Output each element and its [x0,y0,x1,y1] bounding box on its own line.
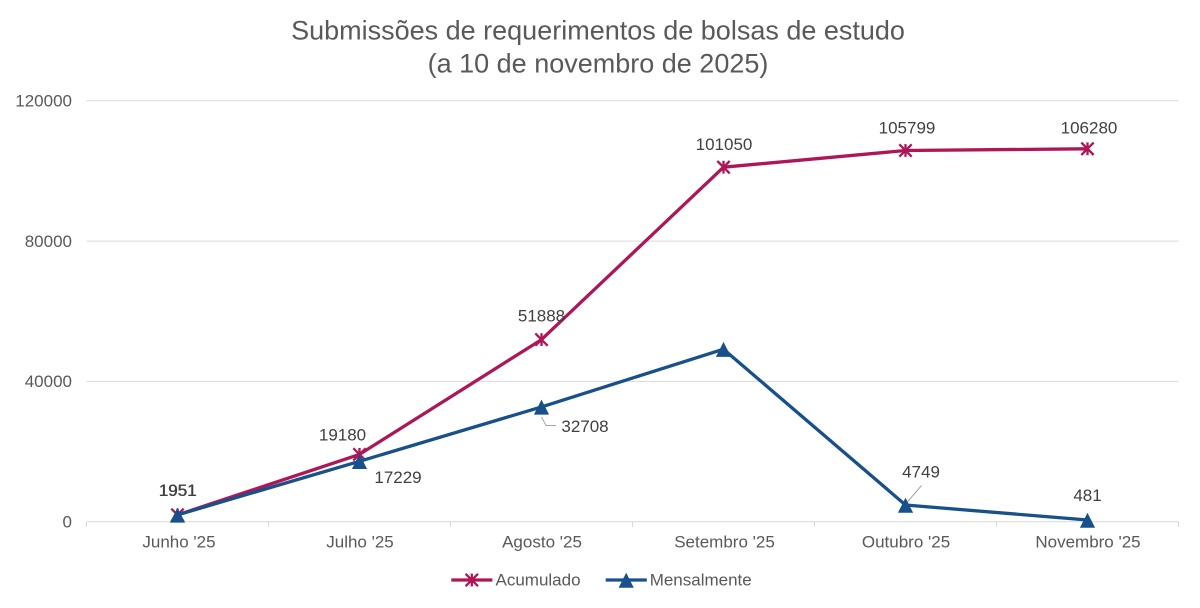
svg-text:(a 10 de novembro de 2025): (a 10 de novembro de 2025) [428,49,769,79]
svg-text:0: 0 [63,513,72,532]
svg-text:Agosto '25: Agosto '25 [502,532,582,551]
svg-text:Outubro '25: Outubro '25 [862,532,950,551]
svg-text:19180: 19180 [319,426,366,445]
svg-text:80000: 80000 [25,232,72,251]
svg-text:Julho '25: Julho '25 [326,532,394,551]
svg-text:101050: 101050 [696,135,753,154]
svg-text:17229: 17229 [374,468,421,487]
svg-text:Junho '25: Junho '25 [142,532,215,551]
svg-text:105799: 105799 [879,118,936,137]
svg-text:Acumulado: Acumulado [496,571,581,590]
svg-text:Novembro '25: Novembro '25 [1035,532,1140,551]
svg-text:106280: 106280 [1061,118,1118,137]
svg-text:1951: 1951 [159,481,197,500]
svg-text:51888: 51888 [518,307,565,326]
svg-text:40000: 40000 [25,372,72,391]
svg-text:32708: 32708 [561,417,608,436]
svg-text:1951: 1951 [159,481,197,500]
svg-text:4749: 4749 [902,463,940,482]
svg-text:120000: 120000 [15,92,72,111]
svg-text:Setembro '25: Setembro '25 [674,532,775,551]
svg-text:Mensalmente: Mensalmente [650,571,752,590]
svg-text:Submissões de requerimentos de: Submissões de requerimentos de bolsas de… [291,16,905,46]
svg-text:481: 481 [1073,486,1101,505]
